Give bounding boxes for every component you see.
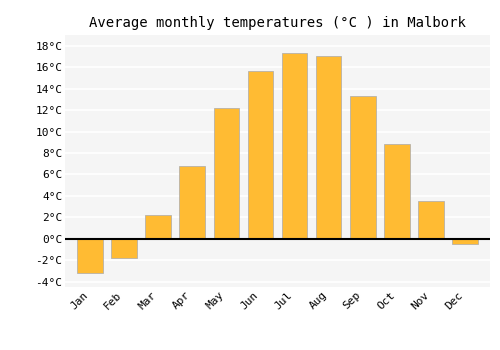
Bar xyxy=(77,239,102,273)
Bar xyxy=(146,215,171,239)
Bar xyxy=(316,56,342,239)
Bar xyxy=(180,166,205,239)
Bar xyxy=(452,239,478,244)
Bar xyxy=(111,239,136,258)
Title: Average monthly temperatures (°C ) in Malbork: Average monthly temperatures (°C ) in Ma… xyxy=(89,16,466,30)
Bar xyxy=(214,108,239,239)
Bar xyxy=(248,71,273,239)
Bar xyxy=(384,145,409,239)
Bar xyxy=(350,96,376,239)
Bar xyxy=(282,53,308,239)
Bar xyxy=(418,201,444,239)
